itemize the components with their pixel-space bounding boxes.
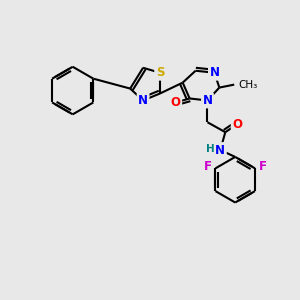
Text: CH₃: CH₃	[238, 80, 257, 90]
Text: N: N	[209, 66, 219, 79]
Text: N: N	[138, 94, 148, 107]
Text: F: F	[259, 160, 267, 173]
Text: F: F	[203, 160, 211, 173]
Text: O: O	[232, 118, 242, 131]
Text: N: N	[202, 94, 212, 107]
Text: H: H	[206, 144, 215, 154]
Text: O: O	[171, 96, 181, 109]
Text: S: S	[156, 66, 164, 79]
Text: N: N	[215, 143, 225, 157]
